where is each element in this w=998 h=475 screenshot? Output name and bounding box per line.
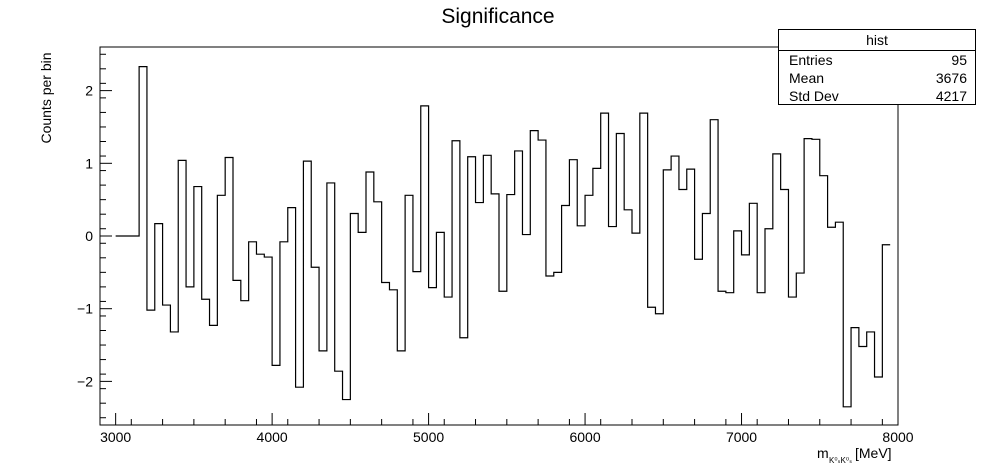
axis-ticks: 3000 4000 5000 6000 7000 8000 −2 −1 0 1 2 bbox=[77, 53, 914, 445]
y-tick-label: −1 bbox=[77, 301, 93, 317]
stats-row-stddev: Std Dev 4217 bbox=[779, 87, 975, 105]
x-tick-label: 6000 bbox=[569, 429, 600, 445]
y-tick-label: −2 bbox=[77, 373, 93, 389]
x-axis-label-unit: [MeV] bbox=[855, 445, 892, 461]
y-tick-label: 2 bbox=[85, 83, 93, 99]
x-axis-label: m K⁰ₛK⁰ₛ [MeV] bbox=[817, 445, 892, 465]
x-tick-label: 8000 bbox=[882, 429, 913, 445]
histogram-line bbox=[115, 66, 891, 408]
stats-label: Entries bbox=[789, 52, 833, 68]
y-axis-label: Counts per bin bbox=[38, 52, 54, 143]
chart-title: Significance bbox=[441, 5, 554, 28]
x-tick-label: 7000 bbox=[726, 429, 757, 445]
x-tick-label: 3000 bbox=[100, 429, 131, 445]
stats-box-title: hist bbox=[779, 30, 975, 51]
stats-value: 95 bbox=[951, 52, 967, 68]
x-tick-label: 4000 bbox=[257, 429, 288, 445]
stats-value: 3676 bbox=[935, 70, 967, 86]
stats-label: Mean bbox=[789, 70, 825, 86]
stats-value: 4217 bbox=[935, 88, 967, 104]
x-tick-label: 5000 bbox=[413, 429, 444, 445]
stats-row-entries: Entries 95 bbox=[779, 51, 975, 69]
y-tick-label: 0 bbox=[85, 228, 93, 244]
stats-row-mean: Mean 3676 bbox=[779, 69, 975, 87]
stats-box: hist Entries 95 Mean 3676 Std Dev 4217 bbox=[778, 29, 976, 105]
x-axis-label-prefix: m bbox=[817, 445, 829, 461]
y-tick-label: 1 bbox=[85, 155, 93, 171]
stats-label: Std Dev bbox=[789, 88, 839, 104]
x-axis-label-subscript: K⁰ₛK⁰ₛ bbox=[829, 456, 852, 465]
